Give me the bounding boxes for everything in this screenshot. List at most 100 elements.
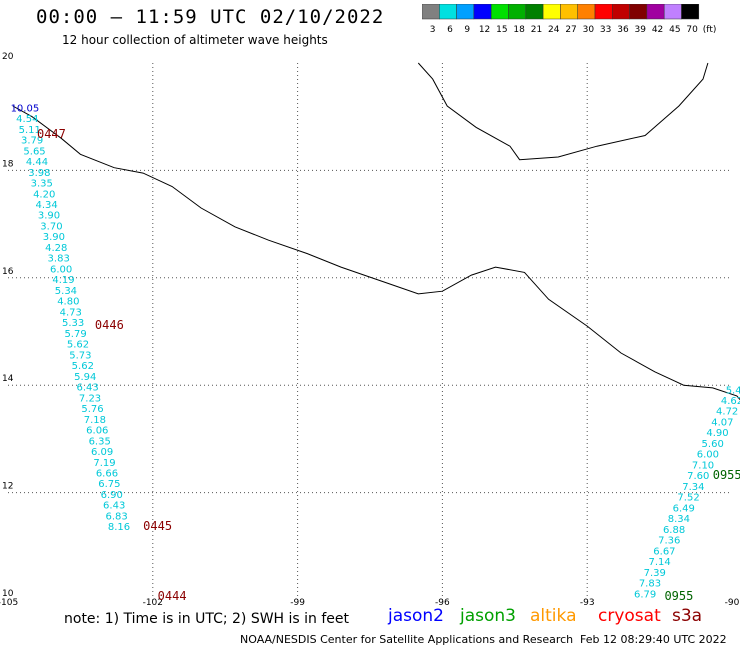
- wave-height-value: 4.80: [57, 297, 79, 308]
- pass-time-label: 0955: [664, 589, 693, 603]
- legend-label: 3: [430, 25, 436, 35]
- wave-height-value: 6.75: [98, 479, 120, 490]
- wave-height-value: 6.88: [663, 525, 685, 536]
- wave-height-value: 6.49: [673, 503, 695, 514]
- legend-label: 15: [496, 25, 507, 35]
- map-subtitle: 12 hour collection of altimeter wave hei…: [62, 33, 328, 47]
- wave-height-value: 3.79: [21, 136, 43, 147]
- wave-height-value: 3.35: [31, 179, 53, 190]
- lon-label: -90: [725, 598, 740, 605]
- wave-height-value: 4.34: [35, 200, 57, 211]
- wave-height-value: 4.07: [711, 417, 733, 428]
- lat-label: 16: [2, 267, 14, 277]
- legend-label: 21: [531, 25, 542, 35]
- lat-label: 10: [2, 589, 14, 599]
- wave-height-value: 4.62: [721, 396, 740, 407]
- lat-label: 14: [2, 374, 14, 384]
- pass-time-label: 0445: [143, 519, 172, 533]
- legend-label: 18: [513, 25, 525, 35]
- lon-label: -99: [290, 598, 305, 605]
- gulf-coastline: [417, 62, 709, 161]
- wave-height-value: 5.79: [64, 329, 86, 340]
- satellite-altika: altika: [530, 606, 577, 626]
- pass-time-label: 0444: [158, 589, 187, 603]
- lon-label: -93: [580, 598, 595, 605]
- wave-height-value: 8.34: [668, 514, 690, 525]
- legend-label: 27: [565, 25, 576, 35]
- legend-label: 45: [669, 25, 680, 35]
- wave-height-value: 4.28: [45, 243, 67, 254]
- wave-height-value: 3.70: [40, 221, 62, 232]
- legend-label: 12: [479, 25, 490, 35]
- lon-label: -102: [143, 598, 163, 605]
- wave-height-value: 4.72: [716, 407, 738, 418]
- wave-height-value: 5.65: [23, 146, 45, 157]
- wave-height-value: 6.79: [634, 589, 656, 600]
- wave-height-value: 3.98: [28, 168, 50, 179]
- wave-height-value: 5.11: [19, 125, 41, 136]
- legend-label: 9: [464, 25, 470, 35]
- wave-height-value: 7.60: [687, 471, 709, 482]
- wave-height-value: 5.60: [702, 439, 724, 450]
- satellite-jason2: jason2: [388, 606, 444, 626]
- wave-height-value: 7.83: [639, 579, 661, 590]
- legend-label: 36: [617, 25, 629, 35]
- wave-height-value: 4.44: [26, 157, 48, 168]
- legend-label: 30: [583, 25, 595, 35]
- wave-height-value: 6.67: [653, 546, 675, 557]
- wave-height-value: 3.90: [38, 211, 60, 222]
- altimeter-map: 20 18 16 14 12 10-105 -102 -99 -96 -93 -90 10.054.5…: [0, 52, 740, 605]
- pass-time-label: 0446: [95, 318, 124, 332]
- wave-height-value: 6.90: [101, 490, 123, 501]
- wave-height-value: 7.34: [682, 482, 704, 493]
- wave-height-value: 6.66: [96, 468, 118, 479]
- wave-height-value: 6.35: [89, 436, 111, 447]
- wave-height-value: 4.90: [706, 428, 728, 439]
- pass-time-label: 0955: [713, 468, 740, 482]
- pacific-coastline: [12, 105, 740, 401]
- wave-height-value: 7.18: [84, 415, 106, 426]
- wave-height-value: 6.43: [103, 501, 125, 512]
- wave-height-value: 5.76: [81, 404, 103, 415]
- lat-label: 18: [2, 159, 14, 169]
- wave-height-value: 4.73: [60, 307, 82, 318]
- wave-height-value: 6.09: [91, 447, 113, 458]
- legend-swatch: [681, 4, 700, 20]
- wave-height-value: 4.54: [16, 114, 38, 125]
- wave-height-value: 6.06: [86, 426, 108, 437]
- wave-height-value: 10.05: [11, 103, 40, 114]
- credit-text: NOAA/NESDIS Center for Satellite Applica…: [240, 633, 574, 646]
- wave-height-value: 3.90: [43, 232, 65, 243]
- wave-height-value: 5.33: [62, 318, 84, 329]
- generated-timestamp: Feb 12 08:29:40 UTC 2022: [580, 633, 727, 646]
- legend-label: 6: [447, 25, 453, 35]
- wave-height-value: 7.36: [658, 536, 680, 547]
- lon-label: -96: [435, 598, 450, 605]
- wave-height-value: 5.34: [55, 286, 77, 297]
- lat-label: 20: [2, 52, 14, 62]
- wave-height-value: 7.10: [692, 460, 714, 471]
- wave-height-value: 7.14: [648, 557, 670, 568]
- wave-height-value: 7.23: [79, 393, 101, 404]
- wave-height-value: 6.00: [50, 264, 72, 275]
- wave-height-legend: 3 6 9 12 15 18 21 24 27 30 33 36 39 42 45 70 (ft): [422, 4, 717, 35]
- wave-height-value: 5.62: [72, 361, 94, 372]
- wave-height-value: 3.83: [48, 254, 70, 265]
- legend-unit: (ft): [703, 25, 717, 35]
- wave-height-value: 4.19: [52, 275, 74, 286]
- map-title: 00:00 — 11:59 UTC 02/10/2022: [36, 6, 385, 28]
- legend-label: 42: [652, 25, 663, 35]
- wave-height-value: 5.48: [726, 385, 740, 396]
- wave-height-value: 5.94: [74, 372, 96, 383]
- legend-label: 39: [635, 25, 647, 35]
- wave-height-value: 7.39: [644, 568, 666, 579]
- wave-height-value: 6.83: [105, 511, 127, 522]
- wave-height-value: 4.20: [33, 189, 55, 200]
- pass-time-label: 0447: [37, 127, 66, 141]
- legend-label: 24: [548, 25, 560, 35]
- wave-height-value: 7.19: [93, 458, 115, 469]
- legend-label: 33: [600, 25, 611, 35]
- wave-height-value: 6.00: [697, 450, 719, 461]
- lat-label: 12: [2, 482, 13, 492]
- footer-note: note: 1) Time is in UTC; 2) SWH is in fe…: [64, 611, 350, 627]
